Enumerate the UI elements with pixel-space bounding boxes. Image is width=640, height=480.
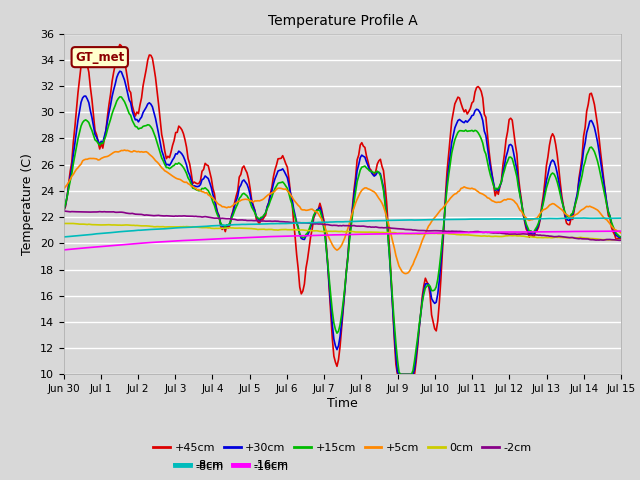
-8cm: [129, 228, 136, 234]
-2cm: [254, 218, 262, 224]
-8cm: [303, 220, 311, 226]
+45cm: [617, 235, 625, 241]
+15cm: [589, 146, 596, 152]
Text: GT_met: GT_met: [75, 51, 124, 64]
0cm: [246, 226, 254, 231]
Line: +5cm: +5cm: [64, 150, 621, 274]
Line: -16cm: -16cm: [64, 231, 621, 250]
+5cm: [60, 186, 68, 192]
0cm: [68, 221, 76, 227]
-2cm: [586, 237, 594, 242]
+30cm: [305, 229, 313, 235]
+5cm: [130, 148, 138, 154]
-8cm: [60, 234, 68, 240]
+30cm: [395, 372, 403, 377]
-8cm: [254, 221, 262, 227]
+15cm: [130, 121, 138, 127]
Line: -8cm: -8cm: [64, 218, 621, 237]
+15cm: [116, 94, 124, 100]
+5cm: [121, 147, 129, 153]
+5cm: [589, 204, 596, 210]
Title: Temperature Profile A: Temperature Profile A: [268, 14, 417, 28]
+30cm: [617, 235, 625, 240]
0cm: [255, 227, 263, 232]
-8cm: [617, 215, 625, 221]
-16cm: [303, 233, 311, 239]
+15cm: [246, 199, 254, 205]
-16cm: [244, 235, 252, 240]
+30cm: [255, 217, 263, 223]
-16cm: [586, 228, 594, 234]
Y-axis label: Temperature (C): Temperature (C): [22, 153, 35, 255]
+45cm: [130, 108, 138, 114]
+45cm: [246, 185, 254, 191]
+45cm: [116, 42, 124, 48]
+30cm: [246, 192, 254, 198]
+45cm: [255, 221, 263, 227]
+45cm: [394, 372, 401, 377]
-2cm: [303, 220, 311, 226]
Line: +15cm: +15cm: [64, 97, 621, 374]
+15cm: [617, 234, 625, 240]
Line: +30cm: +30cm: [64, 71, 621, 374]
0cm: [588, 236, 595, 241]
Legend: -8cm, -16cm: -8cm, -16cm: [170, 456, 292, 475]
-2cm: [616, 238, 623, 243]
0cm: [305, 228, 313, 233]
Line: +45cm: +45cm: [64, 45, 621, 374]
Line: 0cm: 0cm: [64, 224, 621, 240]
+45cm: [60, 207, 68, 213]
-8cm: [588, 216, 595, 221]
+45cm: [228, 213, 236, 219]
X-axis label: Time: Time: [327, 397, 358, 410]
-16cm: [60, 247, 68, 253]
+45cm: [305, 245, 313, 251]
+5cm: [617, 230, 625, 236]
-2cm: [60, 208, 68, 214]
+15cm: [305, 227, 313, 232]
+30cm: [589, 120, 596, 126]
0cm: [617, 237, 625, 242]
-16cm: [617, 228, 625, 234]
0cm: [228, 225, 236, 231]
0cm: [60, 221, 68, 227]
Line: -2cm: -2cm: [64, 211, 621, 240]
+5cm: [228, 204, 236, 209]
+15cm: [397, 372, 404, 377]
-8cm: [226, 222, 234, 228]
-8cm: [244, 221, 252, 227]
-2cm: [129, 211, 136, 216]
-2cm: [244, 217, 252, 223]
-2cm: [226, 216, 234, 222]
-2cm: [617, 238, 625, 243]
+5cm: [305, 207, 313, 213]
+15cm: [60, 206, 68, 212]
+5cm: [255, 198, 263, 204]
-8cm: [580, 215, 588, 221]
-16cm: [129, 241, 136, 247]
+45cm: [589, 96, 596, 101]
-16cm: [226, 235, 234, 241]
0cm: [130, 222, 138, 228]
+5cm: [246, 198, 254, 204]
0cm: [605, 237, 612, 243]
+30cm: [130, 113, 138, 119]
+15cm: [228, 216, 236, 221]
+15cm: [255, 216, 263, 222]
+30cm: [228, 214, 236, 220]
+30cm: [60, 207, 68, 213]
+5cm: [401, 271, 409, 276]
-16cm: [254, 234, 262, 240]
+30cm: [116, 68, 124, 74]
